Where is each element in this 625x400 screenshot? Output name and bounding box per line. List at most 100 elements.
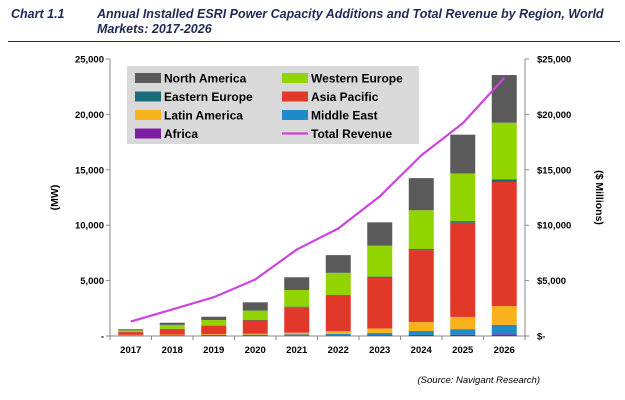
- bar-eastern-europe: [325, 295, 351, 296]
- chart-title: Annual Installed ESRI Power Capacity Add…: [97, 7, 604, 36]
- x-tick-label: 2020: [245, 345, 266, 356]
- bar-middle-east: [408, 331, 434, 335]
- x-tick-label: 2017: [120, 345, 141, 356]
- x-tick-label: 2022: [328, 345, 349, 356]
- bar-latin-america: [325, 331, 351, 334]
- bar-middle-east: [242, 334, 268, 336]
- y2-tick-label: $15,000: [537, 165, 571, 176]
- y-tick-label: 10,000: [75, 221, 104, 232]
- bar-north-america: [159, 322, 185, 325]
- x-tick-label: 2026: [494, 345, 515, 356]
- bar-western-europe: [201, 320, 227, 326]
- y2-tick-label: $20,000: [537, 110, 571, 121]
- bar-middle-east: [325, 333, 351, 336]
- bar-latin-america: [242, 333, 268, 335]
- legend-swatch-north-america: [135, 73, 161, 83]
- bar-north-america: [201, 316, 227, 321]
- legend-swatch-eastern-europe: [135, 91, 161, 102]
- bar-asia-pacific: [284, 307, 310, 333]
- legend-label-latin-america: Latin America: [164, 109, 243, 123]
- bar-middle-east: [367, 332, 393, 336]
- bar-western-europe: [491, 122, 517, 180]
- bar-africa: [242, 335, 268, 336]
- bar-north-america: [367, 222, 393, 246]
- bar-asia-pacific: [118, 332, 144, 335]
- bar-latin-america: [491, 306, 517, 325]
- bar-north-america: [284, 277, 310, 291]
- legend-label-north-america: North America: [164, 72, 247, 86]
- legend-label-africa: Africa: [164, 127, 198, 141]
- legend-swatch-latin-america: [135, 110, 161, 120]
- bar-africa: [491, 334, 517, 336]
- y2-tick-label: $5,000: [537, 276, 566, 287]
- bar-north-america: [408, 178, 434, 211]
- x-tick-label: 2021: [286, 345, 308, 356]
- bar-north-america: [118, 329, 144, 331]
- bar-africa: [450, 334, 476, 336]
- legend-label-asia-pacific: Asia Pacific: [311, 90, 379, 104]
- x-tick-label: 2024: [411, 345, 433, 356]
- bar-asia-pacific: [201, 325, 227, 335]
- bar-latin-america: [284, 332, 310, 335]
- y2-tick-label: $-: [537, 332, 545, 343]
- legend-label-total-revenue: Total Revenue: [311, 127, 392, 141]
- bar-latin-america: [367, 328, 393, 333]
- legend-label-western-europe: Western Europe: [311, 72, 403, 86]
- bar-asia-pacific: [159, 329, 185, 335]
- bar-eastern-europe: [408, 249, 434, 251]
- bar-africa: [325, 335, 351, 336]
- bar-africa: [284, 335, 310, 336]
- bar-latin-america: [201, 334, 227, 335]
- legend-label-middle-east: Middle East: [311, 109, 378, 123]
- bar-asia-pacific: [450, 222, 476, 317]
- bar-asia-pacific: [408, 250, 434, 323]
- bar-latin-america: [159, 334, 185, 336]
- y-tick-label: 25,000: [75, 55, 104, 66]
- header-divider: [8, 41, 620, 42]
- x-tick-label: 2019: [203, 345, 224, 356]
- bar-middle-east: [491, 324, 517, 335]
- legend-swatch-western-europe: [282, 73, 308, 83]
- legend-label-eastern-europe: Eastern Europe: [164, 90, 253, 104]
- bar-africa: [367, 335, 393, 336]
- x-tick-label: 2023: [369, 345, 390, 356]
- y-axis-title: (MW): [49, 185, 61, 211]
- bar-eastern-europe: [284, 306, 310, 308]
- bar-asia-pacific: [491, 181, 517, 307]
- bar-latin-america: [408, 322, 434, 332]
- y2-tick-label: $10,000: [537, 221, 571, 232]
- bar-eastern-europe: [450, 221, 476, 223]
- legend-box: [127, 66, 419, 144]
- bar-western-europe: [450, 173, 476, 222]
- bar-middle-east: [201, 334, 227, 336]
- x-tick-label: 2018: [162, 345, 183, 356]
- bar-north-america: [450, 134, 476, 174]
- y2-axis-title: ($ Millions): [593, 170, 605, 225]
- bar-middle-east: [284, 334, 310, 336]
- chart-number: Chart 1.1: [11, 7, 65, 21]
- bar-western-europe: [118, 330, 144, 333]
- legend-swatch-africa: [135, 128, 161, 139]
- bar-north-america: [491, 75, 517, 123]
- bar-africa: [408, 334, 434, 336]
- bar-western-europe: [325, 272, 351, 296]
- bar-north-america: [325, 255, 351, 273]
- y-tick-label: 5,000: [80, 276, 104, 287]
- bar-western-europe: [159, 324, 185, 329]
- bar-latin-america: [450, 316, 476, 330]
- y-tick-label: -: [101, 332, 104, 343]
- y-tick-label: 20,000: [75, 110, 104, 121]
- legend-swatch-middle-east: [282, 110, 308, 120]
- bar-asia-pacific: [367, 277, 393, 329]
- bar-asia-pacific: [325, 295, 351, 332]
- legend-swatch-asia-pacific: [282, 91, 308, 102]
- x-tick-label: 2025: [452, 345, 474, 356]
- y2-tick-label: $25,000: [537, 55, 571, 66]
- bar-asia-pacific: [242, 320, 268, 334]
- bar-north-america: [242, 302, 268, 311]
- bar-western-europe: [367, 245, 393, 277]
- bar-middle-east: [159, 335, 185, 336]
- bar-western-europe: [284, 290, 310, 307]
- line-total-revenue: [130, 77, 506, 323]
